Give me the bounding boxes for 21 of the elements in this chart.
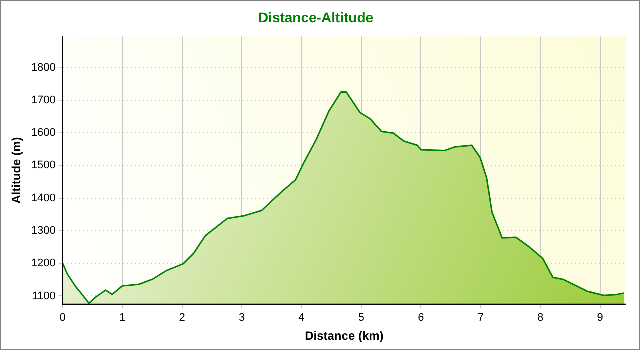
x-tick-label: 5 <box>358 312 365 324</box>
y-tick-label: 1600 <box>31 127 56 140</box>
y-tick-label: 1700 <box>31 94 56 106</box>
y-tick-label: 1500 <box>31 160 56 172</box>
x-axis-title: Distance (km) <box>305 329 384 344</box>
y-tick-label: 1800 <box>31 62 56 74</box>
x-tick-label: 3 <box>238 312 246 324</box>
x-tick-label: 1 <box>120 312 126 324</box>
x-tick-label: 7 <box>478 312 484 324</box>
x-tick-label: 6 <box>418 312 424 324</box>
y-tick-label: 1400 <box>31 192 56 204</box>
chart-title: Distance-Altitude <box>258 9 374 26</box>
y-tick-label: 1100 <box>32 290 56 302</box>
x-tick-label: 9 <box>597 312 604 324</box>
x-tick-label: 0 <box>60 312 66 324</box>
x-tick-label: 4 <box>298 312 305 324</box>
y-tick-label: 1200 <box>31 258 56 270</box>
x-tick-label: 2 <box>179 312 186 324</box>
y-axis-title: Altitude (m) <box>10 137 24 204</box>
y-tick-label: 1300 <box>31 225 56 238</box>
x-tick-label: 8 <box>538 312 544 324</box>
